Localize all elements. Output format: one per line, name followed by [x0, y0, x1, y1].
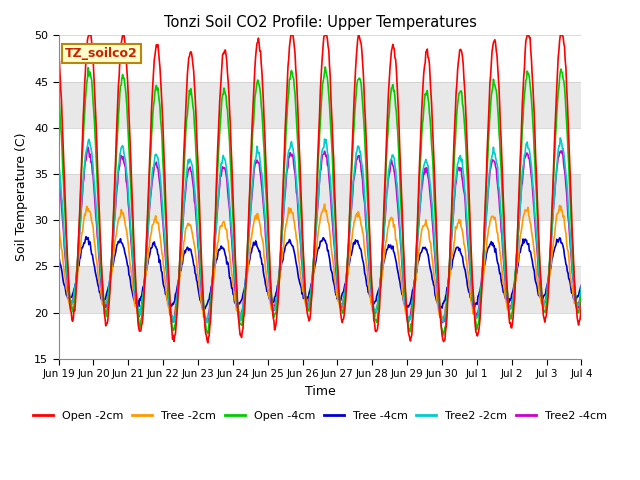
X-axis label: Time: Time: [305, 385, 335, 398]
Bar: [59, 82, 581, 128]
Legend: Open -2cm, Tree -2cm, Open -4cm, Tree -4cm, Tree2 -2cm, Tree2 -4cm: Open -2cm, Tree -2cm, Open -4cm, Tree -4…: [28, 407, 612, 425]
Text: TZ_soilco2: TZ_soilco2: [65, 47, 138, 60]
Bar: [59, 266, 581, 312]
Bar: [59, 174, 581, 220]
Title: Tonzi Soil CO2 Profile: Upper Temperatures: Tonzi Soil CO2 Profile: Upper Temperatur…: [164, 15, 476, 30]
Y-axis label: Soil Temperature (C): Soil Temperature (C): [15, 133, 29, 262]
